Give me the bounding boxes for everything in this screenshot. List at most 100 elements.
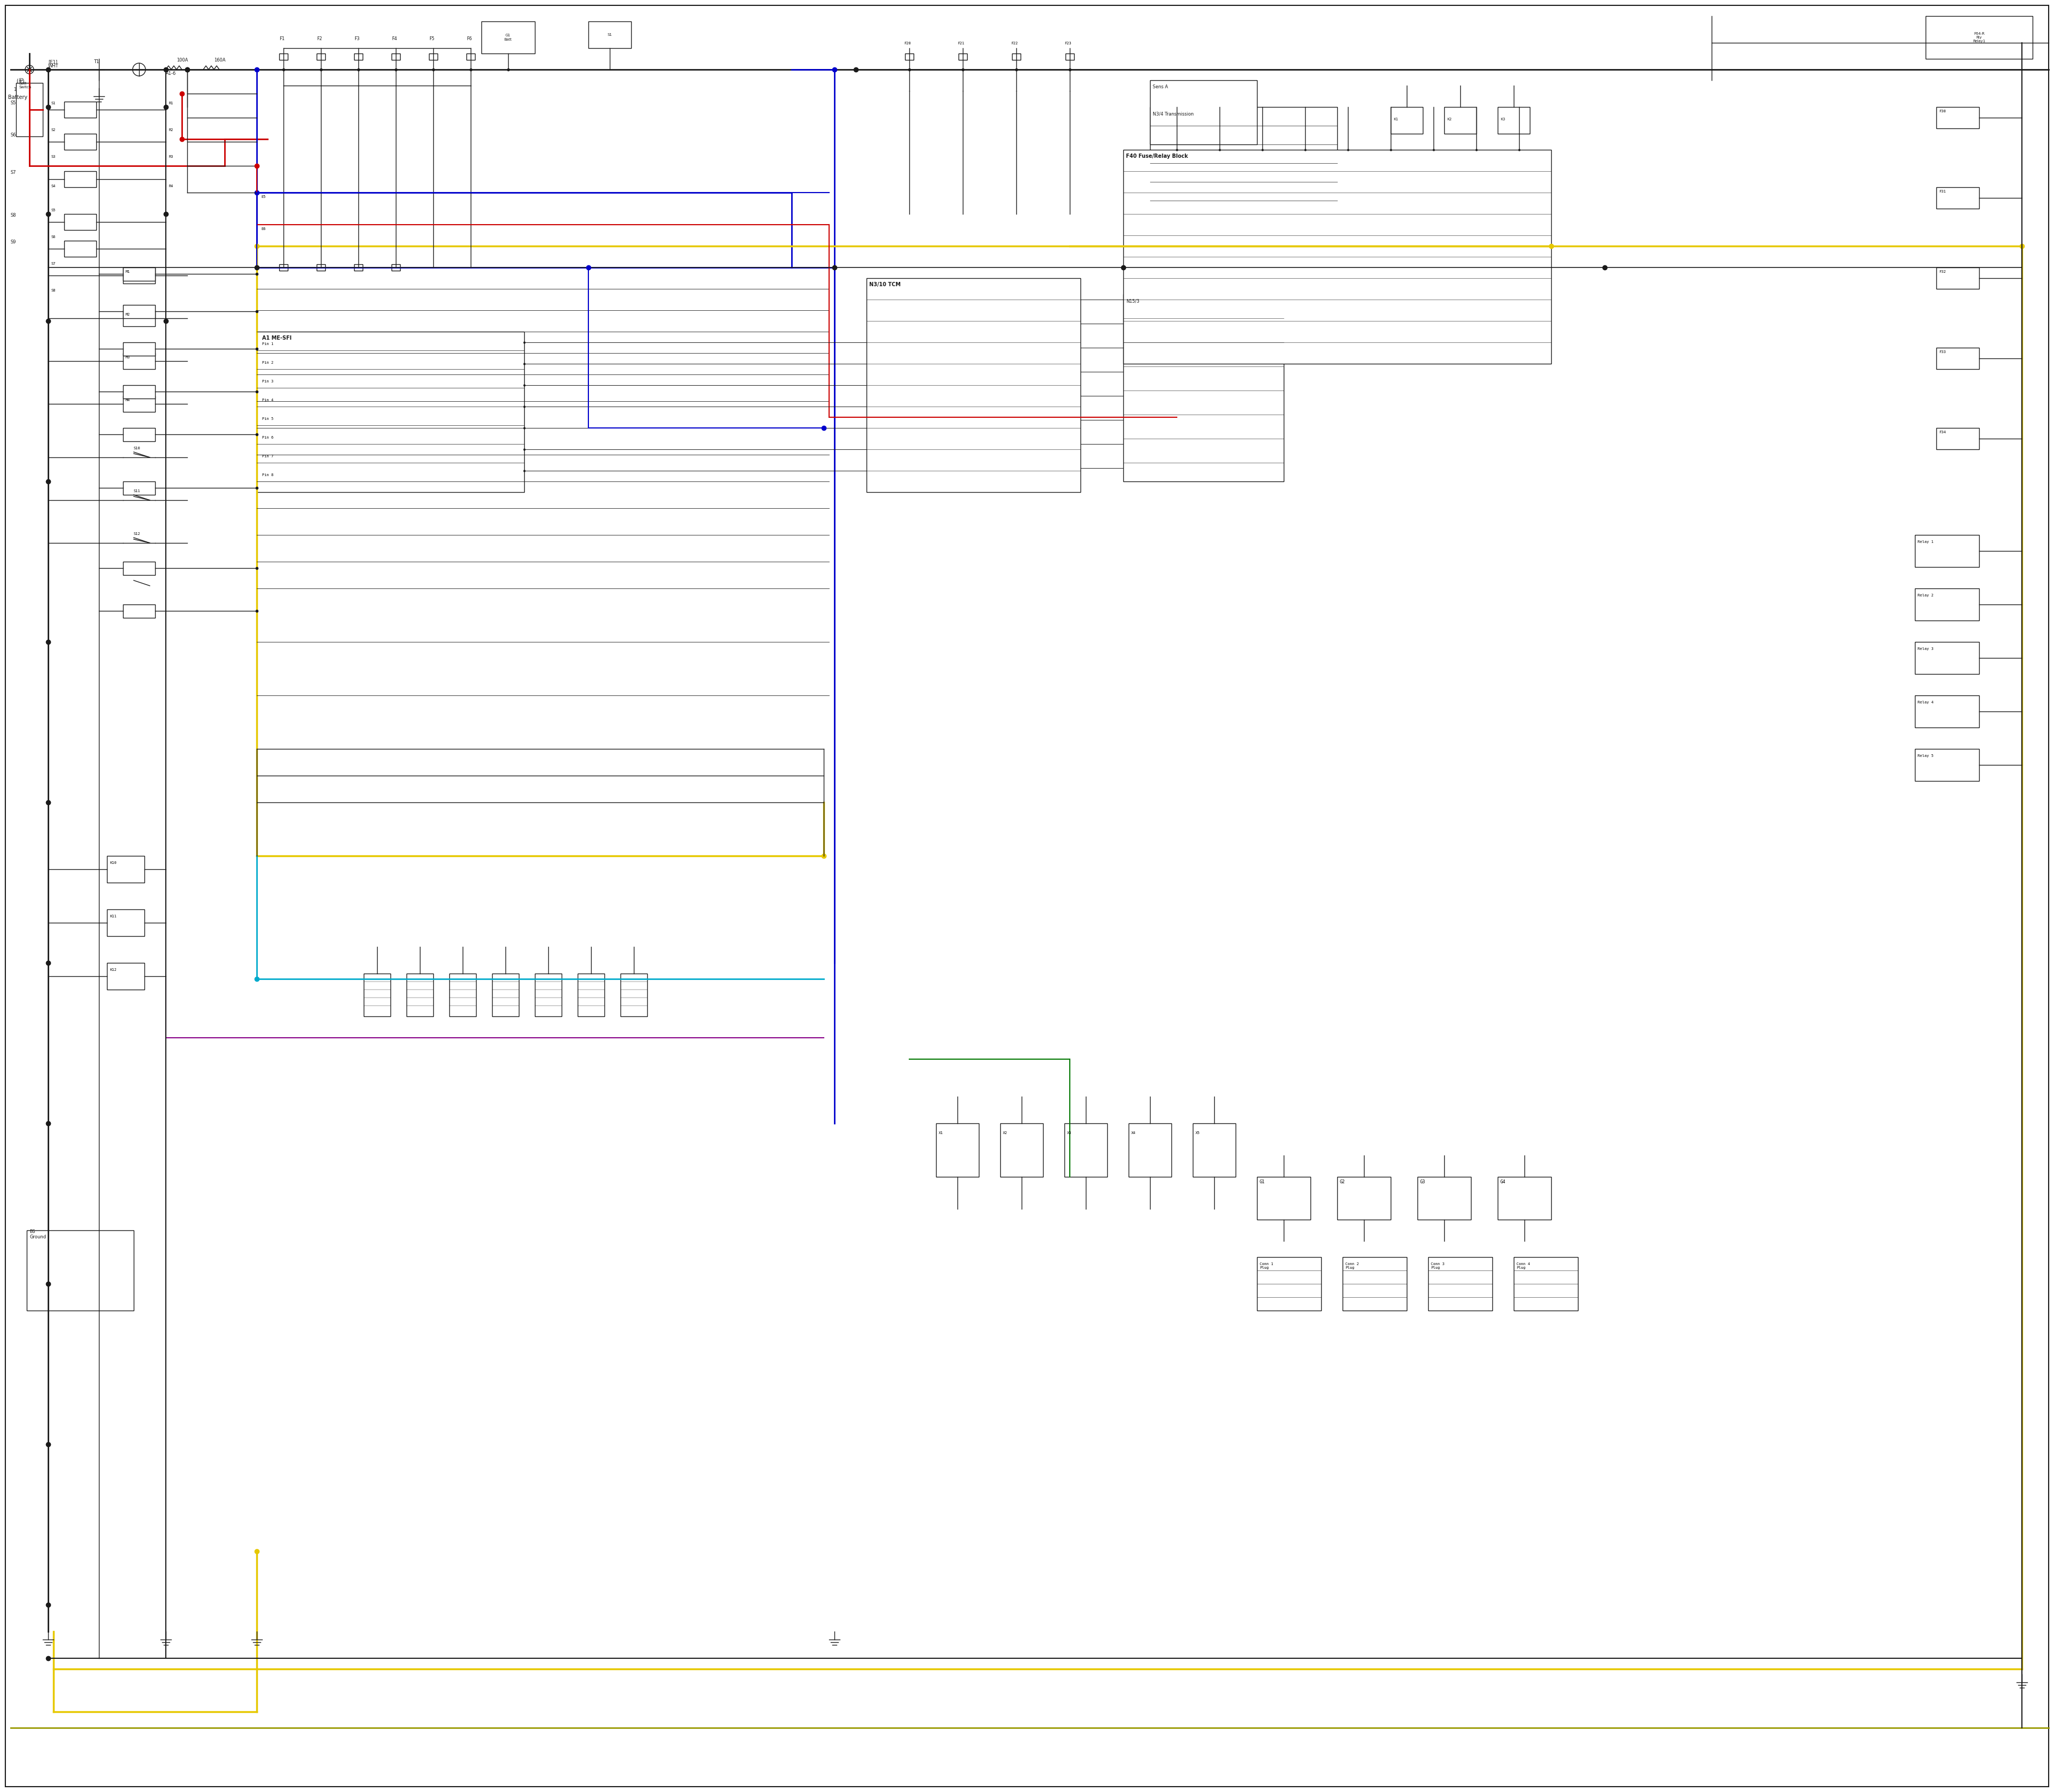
Text: Conn 4
Plug: Conn 4 Plug — [1516, 1262, 1530, 1269]
Text: S5: S5 — [10, 100, 16, 106]
Text: Relay 2: Relay 2 — [1918, 593, 1933, 597]
Text: N3/10 TCM: N3/10 TCM — [869, 281, 902, 287]
Text: S6: S6 — [51, 235, 55, 238]
Text: R4: R4 — [168, 185, 173, 188]
Bar — [123, 342, 156, 357]
Bar — [1337, 1177, 1391, 1220]
Text: F6: F6 — [466, 36, 472, 41]
Text: M1: M1 — [125, 271, 129, 274]
Bar — [959, 54, 967, 59]
Bar — [1914, 695, 1980, 728]
Bar — [407, 973, 433, 1016]
Text: M4: M4 — [125, 398, 129, 401]
Bar — [937, 1124, 980, 1177]
Text: S1: S1 — [608, 34, 612, 36]
Text: G3: G3 — [1419, 1179, 1425, 1185]
Bar — [1417, 1177, 1471, 1220]
Circle shape — [134, 63, 146, 75]
Bar — [587, 22, 631, 48]
Bar — [1914, 642, 1980, 674]
Text: Sens A: Sens A — [1152, 84, 1169, 90]
Text: K3: K3 — [1499, 118, 1506, 120]
Text: G4: G4 — [1499, 1179, 1506, 1185]
Bar — [123, 267, 156, 283]
Text: S6: S6 — [10, 133, 16, 138]
Text: E5: E5 — [261, 195, 265, 199]
Text: Relay 5: Relay 5 — [1918, 754, 1933, 758]
Text: F20: F20 — [904, 41, 910, 45]
Bar — [1937, 108, 1980, 129]
Bar — [1150, 108, 1337, 213]
Text: S3: S3 — [51, 156, 55, 158]
Bar — [1937, 348, 1980, 369]
Text: A1-6: A1-6 — [166, 72, 177, 75]
Text: 1: 1 — [14, 88, 16, 91]
Text: (+): (+) — [16, 79, 25, 84]
Bar — [1497, 108, 1530, 134]
Text: Relay 4: Relay 4 — [1918, 701, 1933, 704]
Bar — [392, 263, 401, 271]
Text: Pin 1: Pin 1 — [263, 342, 273, 346]
Text: G2: G2 — [1339, 1179, 1345, 1185]
Text: M3: M3 — [125, 357, 129, 358]
Text: K12: K12 — [109, 968, 117, 971]
Bar — [123, 396, 156, 412]
Text: N15/3: N15/3 — [1126, 299, 1140, 303]
Text: F64-R
Rly
Relay1: F64-R Rly Relay1 — [1972, 32, 1986, 43]
Bar — [1193, 1124, 1237, 1177]
Text: X3: X3 — [1068, 1131, 1072, 1134]
Text: Pin 7: Pin 7 — [263, 455, 273, 459]
Text: K1: K1 — [1393, 118, 1399, 120]
Text: X4: X4 — [1132, 1131, 1136, 1134]
Text: F4: F4 — [392, 36, 396, 41]
Bar — [123, 353, 156, 369]
Bar — [353, 263, 364, 271]
Bar — [123, 428, 156, 441]
Bar — [16, 82, 43, 136]
Text: Relay 3: Relay 3 — [1918, 647, 1933, 650]
Text: F34: F34 — [1939, 430, 1945, 434]
Bar — [1013, 54, 1021, 59]
Bar — [1937, 186, 1980, 208]
Text: K10: K10 — [109, 862, 117, 864]
Text: F2: F2 — [316, 36, 322, 41]
Bar — [107, 962, 144, 989]
Bar — [1064, 1124, 1107, 1177]
Bar — [1000, 1124, 1043, 1177]
Bar — [257, 332, 524, 493]
Text: S11: S11 — [134, 489, 140, 493]
Bar — [620, 973, 647, 1016]
Text: X2: X2 — [1002, 1131, 1006, 1134]
Text: F5: F5 — [429, 36, 433, 41]
Bar — [64, 213, 97, 229]
Text: A1 ME-SFI: A1 ME-SFI — [263, 335, 292, 340]
Text: S5: S5 — [51, 208, 55, 211]
Text: K11: K11 — [109, 914, 117, 918]
Bar — [1927, 16, 2033, 59]
Text: Pin 6: Pin 6 — [263, 435, 273, 439]
Bar — [466, 54, 474, 59]
Bar — [1937, 428, 1980, 450]
Bar — [1128, 1124, 1171, 1177]
Text: N3/4 Transmission: N3/4 Transmission — [1152, 111, 1193, 116]
Text: S7: S7 — [51, 262, 55, 265]
Text: F33: F33 — [1939, 351, 1945, 353]
Text: F32: F32 — [1939, 271, 1945, 274]
Text: R1: R1 — [168, 102, 173, 106]
Bar — [1124, 151, 1551, 364]
Bar — [906, 54, 914, 59]
Bar — [27, 1231, 134, 1310]
Bar — [123, 561, 156, 575]
Text: S2: S2 — [51, 129, 55, 131]
Text: X1: X1 — [939, 1131, 943, 1134]
Bar — [1343, 1256, 1407, 1310]
Text: F21: F21 — [957, 41, 963, 45]
Bar — [279, 54, 288, 59]
Bar — [107, 909, 144, 935]
Bar — [107, 857, 144, 883]
Bar — [64, 172, 97, 186]
Text: S1: S1 — [51, 102, 55, 106]
Bar — [429, 54, 438, 59]
Bar — [353, 54, 364, 59]
Bar — [279, 263, 288, 271]
